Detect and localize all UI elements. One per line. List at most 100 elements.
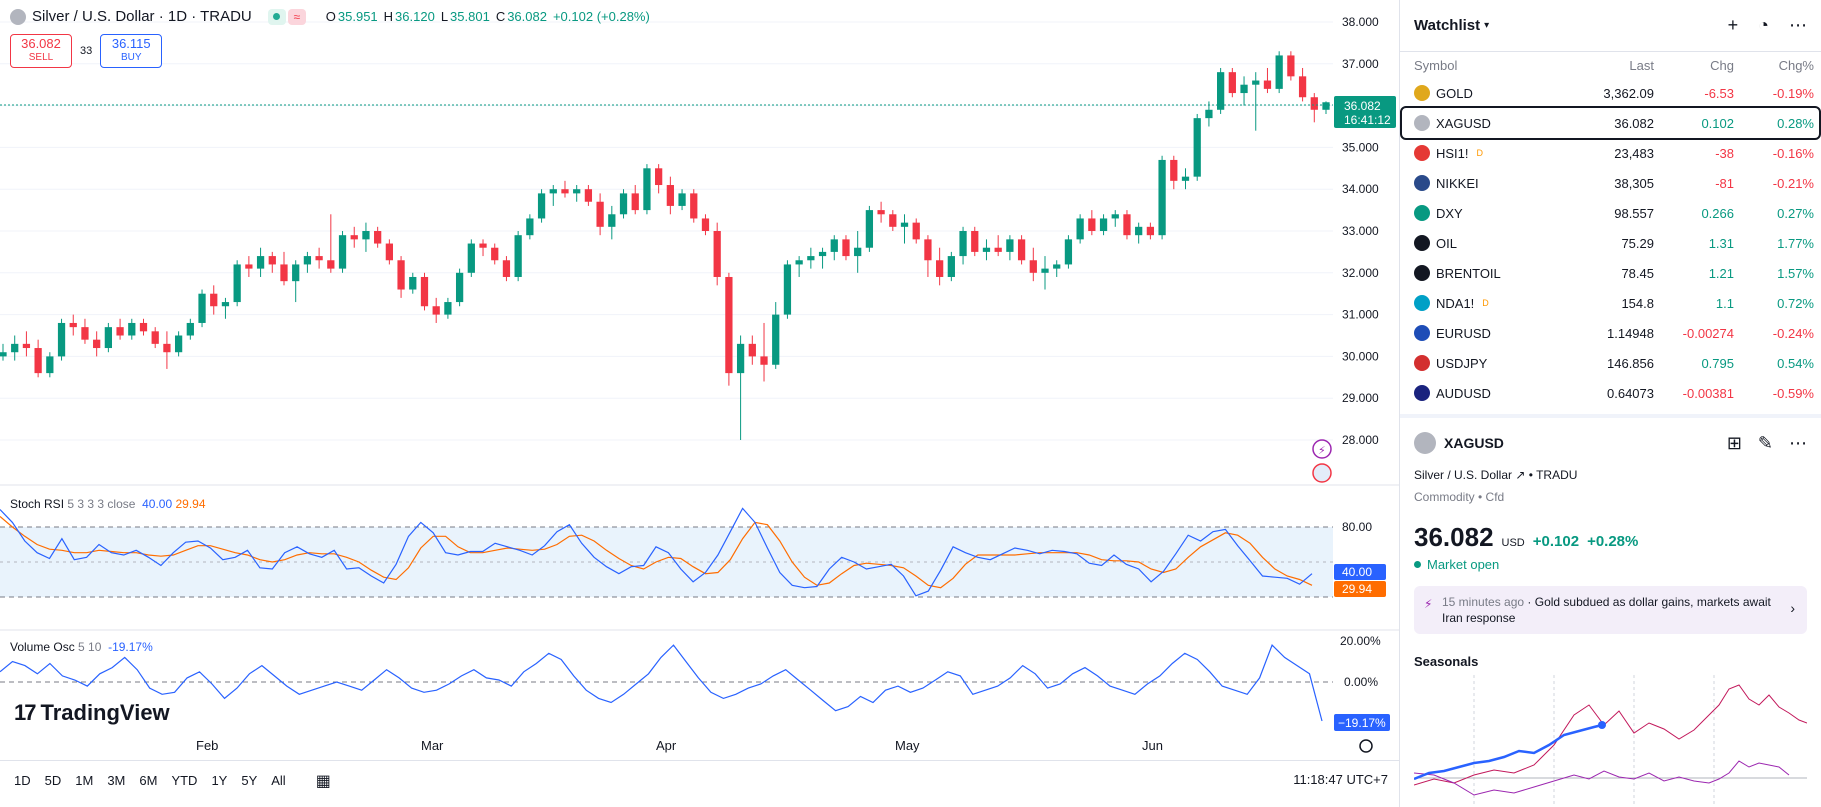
candle[interactable] — [982, 247, 991, 252]
candle[interactable] — [690, 193, 698, 219]
candle[interactable] — [526, 218, 534, 236]
layout-icon[interactable]: ⊞ — [1726, 432, 1742, 453]
detail-name[interactable]: Silver / U.S. Dollar — [1414, 468, 1513, 482]
candle[interactable] — [818, 251, 827, 257]
sell-button[interactable]: 36.082 SELL — [10, 34, 72, 68]
candle[interactable] — [1228, 72, 1236, 94]
candle[interactable] — [865, 210, 874, 248]
watchlist-row-brentoil[interactable]: BRENTOIL 78.45 1.21 1.57% — [1400, 258, 1821, 288]
candle[interactable] — [0, 352, 7, 357]
range-all[interactable]: All — [271, 773, 286, 788]
candle[interactable] — [619, 193, 628, 215]
candle[interactable] — [1029, 260, 1037, 273]
range-1m[interactable]: 1M — [75, 773, 94, 788]
candle[interactable] — [1158, 159, 1166, 236]
candle[interactable] — [736, 343, 745, 374]
candle[interactable] — [1123, 214, 1131, 236]
candle[interactable] — [1053, 264, 1061, 269]
candle[interactable] — [1287, 55, 1295, 77]
more-icon[interactable]: ⋯ — [1789, 432, 1807, 453]
axis-settings-icon[interactable] — [1359, 739, 1373, 753]
candle[interactable] — [1099, 218, 1108, 231]
chart-area[interactable]: 38.00037.00036.00035.00034.00033.00032.0… — [0, 0, 1400, 807]
candle[interactable] — [549, 189, 557, 194]
candle[interactable] — [46, 356, 54, 374]
candle[interactable] — [163, 343, 171, 353]
candle[interactable] — [374, 231, 382, 244]
candle[interactable] — [877, 210, 885, 215]
candle[interactable] — [350, 235, 358, 240]
candle[interactable] — [221, 302, 230, 307]
watchlist-row-usdjpy[interactable]: USDJPY 146.856 0.795 0.54% — [1400, 348, 1821, 378]
candle[interactable] — [561, 189, 569, 194]
candle[interactable] — [725, 276, 733, 374]
candle[interactable] — [994, 247, 1002, 252]
data-delay-icon[interactable]: ≈ — [287, 8, 306, 25]
more-icon[interactable]: ⋯ — [1789, 15, 1807, 35]
candle[interactable] — [514, 235, 522, 277]
economic-event-icon[interactable] — [1312, 463, 1332, 483]
tradingview-logo[interactable]: 17 TradingView — [14, 700, 170, 725]
candle[interactable] — [128, 322, 136, 336]
candle[interactable] — [807, 256, 815, 261]
candle[interactable] — [854, 247, 862, 257]
candle[interactable] — [772, 314, 780, 365]
buy-button[interactable]: 36.115 BUY — [100, 34, 163, 68]
col-chg[interactable]: Chg — [1710, 57, 1734, 73]
candle[interactable] — [338, 235, 347, 269]
candle[interactable] — [1310, 97, 1318, 110]
candle[interactable] — [198, 293, 206, 323]
range-ytd[interactable]: YTD — [171, 773, 198, 788]
candle[interactable] — [1064, 239, 1073, 265]
candle[interactable] — [678, 193, 686, 206]
candle[interactable] — [245, 264, 253, 269]
seasonals-title[interactable]: Seasonals — [1414, 654, 1479, 669]
candle[interactable] — [959, 231, 967, 257]
candle[interactable] — [467, 243, 475, 273]
candle[interactable] — [233, 264, 241, 303]
edit-icon[interactable]: ✎ — [1757, 432, 1773, 453]
candle[interactable] — [900, 222, 909, 227]
candle[interactable] — [830, 239, 838, 252]
candle[interactable] — [643, 168, 651, 211]
candle[interactable] — [502, 260, 511, 277]
candle[interactable] — [596, 201, 604, 227]
candle[interactable] — [924, 239, 932, 261]
candle[interactable] — [22, 343, 31, 349]
range-3m[interactable]: 3M — [107, 773, 126, 788]
candle[interactable] — [947, 256, 955, 277]
range-5d[interactable]: 5D — [44, 773, 62, 788]
range-1d[interactable]: 1D — [14, 773, 31, 788]
candle[interactable] — [1006, 239, 1014, 252]
candle[interactable] — [455, 272, 464, 303]
symbol-legend[interactable]: Silver / U.S. Dollar · 1D · TRADU ≈ O 35.… — [10, 8, 654, 25]
candle[interactable] — [57, 322, 66, 357]
candle[interactable] — [1193, 118, 1201, 177]
candle[interactable] — [479, 243, 487, 248]
candle[interactable] — [1252, 80, 1260, 85]
watchlist-row-dxy[interactable]: DXY 98.557 0.266 0.27% — [1400, 198, 1821, 228]
candle[interactable] — [912, 222, 920, 240]
candle[interactable] — [327, 260, 335, 269]
candle[interactable] — [409, 276, 417, 290]
candle[interactable] — [1146, 226, 1155, 236]
candle[interactable] — [1240, 84, 1248, 94]
candle[interactable] — [315, 256, 323, 261]
candle[interactable] — [491, 247, 499, 261]
candle[interactable] — [268, 256, 276, 265]
candle[interactable] — [713, 231, 721, 277]
watchlist-title[interactable]: Watchlist ▾ — [1414, 17, 1490, 34]
detail-symbol[interactable]: XAGUSD — [1444, 435, 1504, 451]
candle[interactable] — [842, 239, 850, 257]
watchlist-row-nikkei[interactable]: NIKKEI 38,305 -81 -0.21% — [1400, 168, 1821, 198]
candle[interactable] — [1181, 176, 1190, 181]
candle[interactable] — [174, 335, 183, 353]
candle[interactable] — [1298, 76, 1307, 98]
candle[interactable] — [1041, 268, 1049, 273]
candle[interactable] — [1076, 218, 1084, 240]
candle[interactable] — [69, 322, 77, 328]
candle[interactable] — [1205, 109, 1213, 119]
candle[interactable] — [573, 189, 581, 194]
candle[interactable] — [608, 214, 616, 227]
candle[interactable] — [783, 264, 792, 315]
